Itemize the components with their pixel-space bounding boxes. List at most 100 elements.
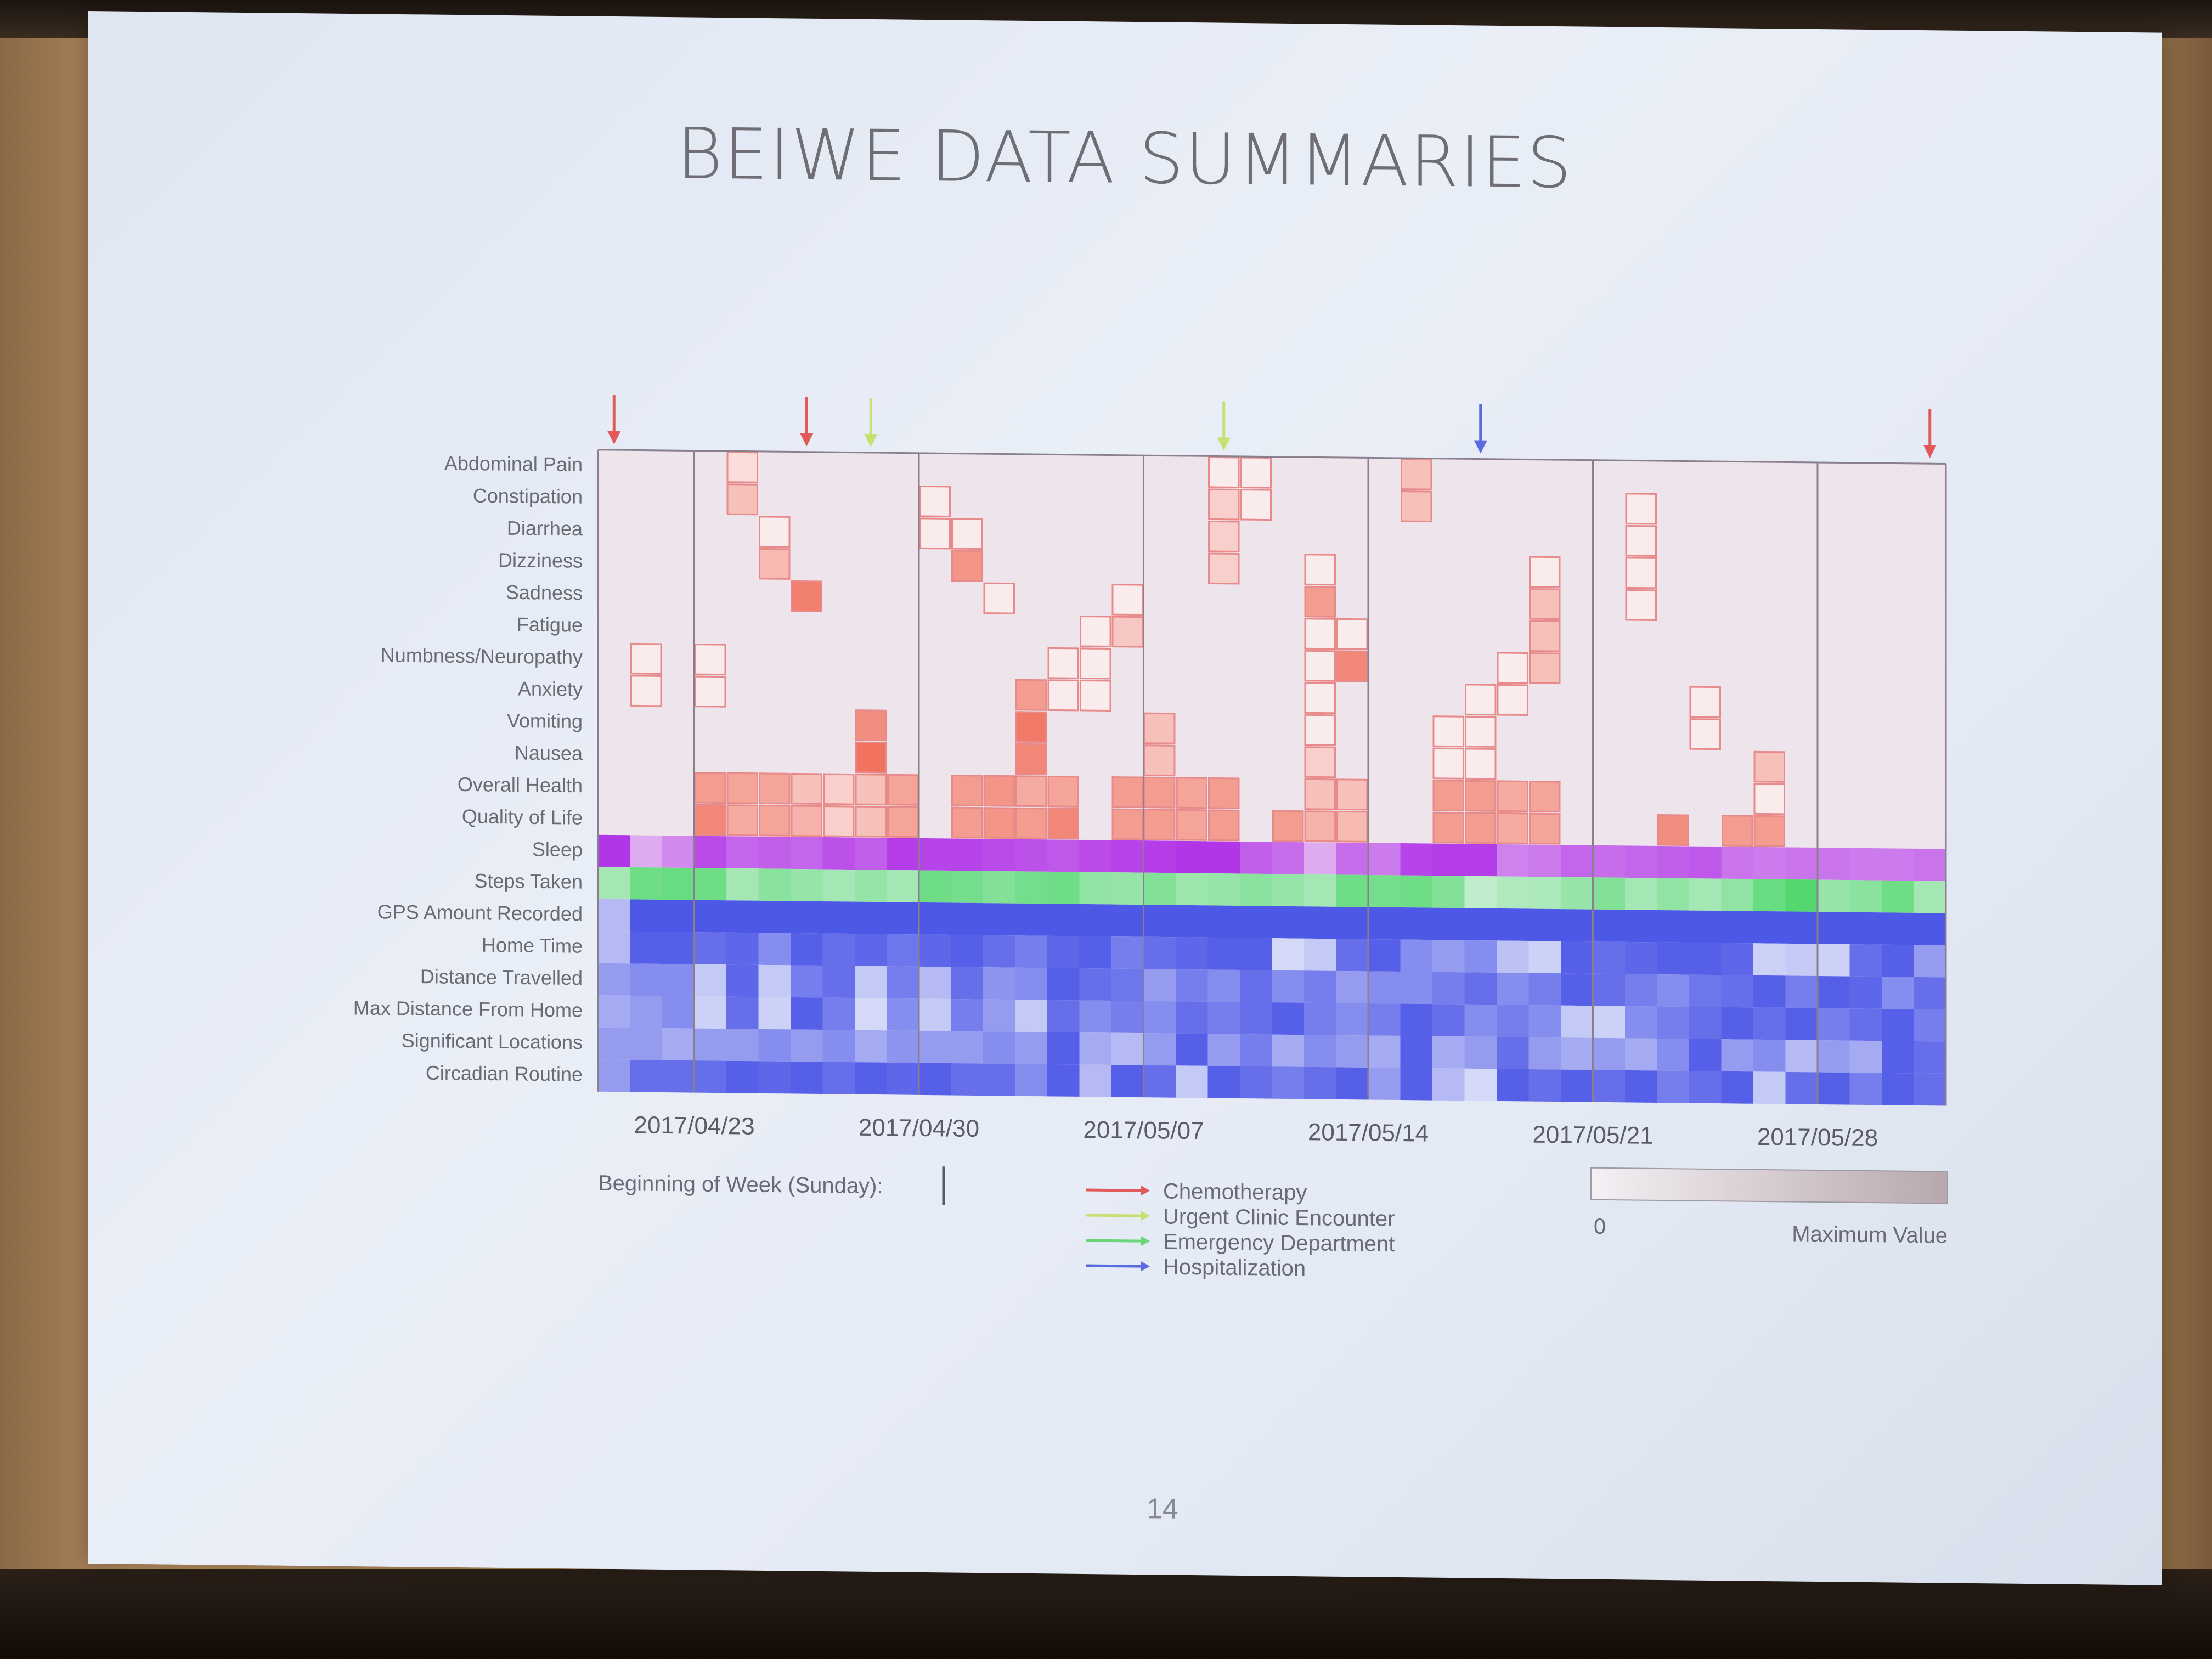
mobility-cell [1753,943,1786,976]
sleep-cell [1240,841,1272,874]
symptom-cell [1689,718,1721,751]
mobility-cell [1625,974,1657,1007]
mobility-cell [694,964,726,997]
mobility-cell [1336,970,1368,1003]
mobility-cell [791,997,823,1030]
sleep-cell [1625,845,1657,878]
symptom-cell [855,709,887,742]
sleep-cell [1657,845,1689,879]
plot-top-border [598,449,1946,465]
gps-cell [951,902,983,935]
gps-cell [630,899,662,932]
mobility-cell [1336,1035,1368,1068]
mobility-cell [1721,1071,1753,1104]
symptom-cell [791,772,822,805]
mobility-cell [1047,1000,1080,1032]
mobility-cell [1079,1032,1111,1065]
mobility-cell [1207,937,1240,970]
mobility-cell [1657,1070,1689,1103]
gps-cell [919,902,951,935]
mobility-cell [1528,1005,1561,1038]
symptom-cell [1753,815,1785,847]
mobility-cell [1111,1032,1144,1065]
mobility-cell [726,1060,759,1093]
mobility-cell [1561,1005,1593,1038]
mobility-cell [1304,1002,1336,1035]
mobility-cell [1143,936,1176,969]
heatmap-cells [598,451,1946,1106]
mobility-cell [1497,940,1529,973]
mobility-cell [1336,939,1368,972]
row-label: Numbness/Neuropathy [381,644,583,668]
gps-cell [1914,912,1946,945]
x-tick-label: 2017/05/07 [1083,1116,1204,1144]
mobility-cell [1528,973,1561,1006]
mobility-cell [598,931,630,964]
gps-cell [1657,910,1689,943]
sleep-cell [1689,846,1722,879]
steps-cell [1689,878,1722,911]
legend-label: Hospitalization [1163,1255,1306,1281]
mobility-cell [1497,1005,1529,1037]
gps-cell [1240,905,1272,939]
legend-arrowhead [1141,1236,1150,1246]
event-arrow-head [800,433,814,447]
symptom-cell [1657,814,1689,847]
sleep-cell [1785,847,1818,880]
row-label: Constipation [473,484,583,508]
mobility-cell [919,966,951,999]
symptom-cell [1529,652,1561,685]
sleep-cell [598,834,630,867]
mobility-cell [1882,944,1914,977]
mobility-cell [1047,1032,1080,1065]
mobility-cell [1304,938,1336,971]
symptom-cell [1497,684,1528,716]
mobility-cell [1400,1068,1432,1101]
gps-cell [1497,908,1529,941]
mobility-cell [758,964,791,997]
sleep-cell [1272,842,1304,874]
mobility-cell [726,964,759,997]
row-label: Circadian Routine [426,1062,583,1086]
steps-cell [919,870,951,903]
sleep-cell [1914,848,1946,881]
steps-cell [822,869,855,902]
mobility-cell [694,1028,726,1061]
gps-cell [983,903,1015,936]
mobility-cell [1240,1034,1272,1067]
mobility-cell [1849,1008,1882,1041]
mobility-cell [1882,977,1914,1009]
mobility-cell [1561,941,1593,974]
mobility-cell [951,934,983,968]
sleep-cell [1047,839,1080,872]
x-tick-label: 2017/05/14 [1308,1119,1429,1147]
gps-cell [1689,910,1722,943]
symptom-cell [1432,747,1464,780]
gps-cell [1753,911,1786,944]
mobility-cell [1721,1007,1753,1040]
symptom-cell [1111,808,1143,840]
mobility-cell [1207,1001,1240,1034]
mobility-cell [1914,977,1946,1009]
symptom-cell [1208,520,1240,552]
mobility-cell [855,1030,887,1063]
symptom-cell [1047,647,1079,679]
mobility-cell [1464,1068,1497,1101]
symptom-cell [1465,715,1497,748]
gps-cell [1561,909,1593,942]
mobility-cell [1272,1002,1304,1035]
mobility-cell [1176,1001,1208,1034]
mobility-cell [791,1061,823,1094]
symptom-cell [726,451,758,483]
x-tick-label: 2017/04/23 [634,1111,754,1139]
symptom-cell [1529,556,1561,588]
mobility-cell [1111,1065,1144,1098]
mobility-cell [1689,974,1722,1007]
mobility-cell [1593,941,1625,974]
mobility-cell [855,1062,887,1095]
gps-cell [791,901,823,934]
symptom-cell [1401,490,1432,523]
legend-label: Urgent Clinic Encounter [1163,1205,1395,1231]
symptom-cell [1111,584,1143,616]
mobility-cell [726,996,759,1029]
